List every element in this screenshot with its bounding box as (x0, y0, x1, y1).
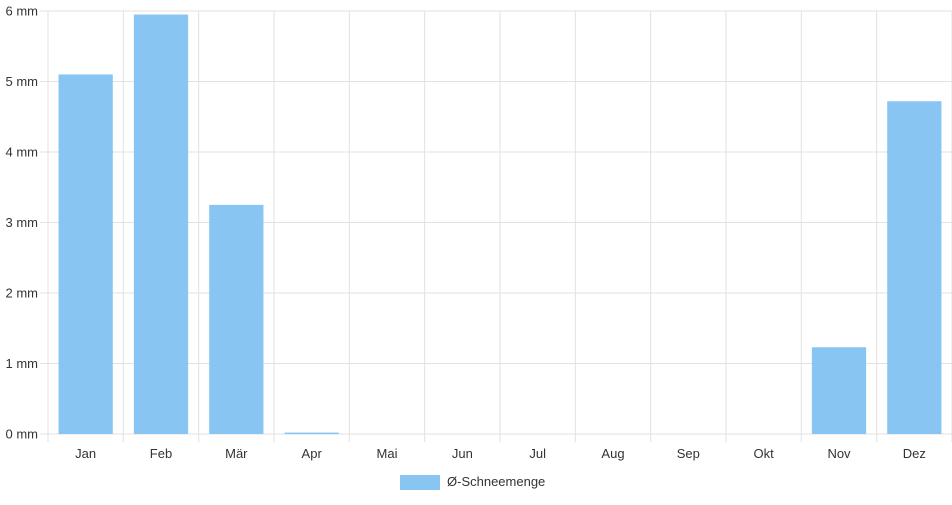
bar-Dez (887, 101, 942, 435)
y-tick-label: 4 mm (6, 145, 39, 160)
y-tick-label: 2 mm (6, 286, 39, 301)
bar-Apr (284, 432, 339, 435)
axis-layer: 0 mm 1 mm 2 mm 3 mm 4 mm 5 mm 6 mm Jan Feb Mär Apr… (6, 4, 926, 462)
legend-swatch (400, 475, 440, 490)
x-tick-label: Nov (827, 446, 851, 461)
grid-layer (40, 10, 952, 442)
bar-Mär (209, 204, 264, 434)
x-tick-label: Dez (903, 446, 926, 461)
x-tick-label: Mai (377, 446, 398, 461)
bar-layer (58, 14, 942, 435)
x-tick-label: Okt (754, 446, 775, 461)
x-tick-label: Apr (302, 446, 323, 461)
legend-label: Ø-Schneemenge (447, 474, 545, 489)
x-tick-label: Aug (601, 446, 624, 461)
x-tick-label: Feb (150, 446, 172, 461)
bar-Feb (133, 14, 189, 435)
bar-Nov (811, 347, 867, 434)
x-tick-label: Jun (452, 446, 473, 461)
y-tick-label: 5 mm (6, 74, 39, 89)
y-tick-label: 0 mm (6, 427, 39, 442)
x-tick-label: Sep (677, 446, 700, 461)
legend[interactable]: Ø-Schneemenge (400, 474, 545, 490)
bar-Jan (58, 74, 113, 434)
x-tick-label: Mär (225, 446, 248, 461)
y-tick-label: 1 mm (6, 356, 39, 371)
x-tick-label: Jan (75, 446, 96, 461)
x-tick-label: Jul (529, 446, 546, 461)
y-tick-label: 6 mm (6, 4, 39, 19)
y-tick-label: 3 mm (6, 215, 39, 230)
